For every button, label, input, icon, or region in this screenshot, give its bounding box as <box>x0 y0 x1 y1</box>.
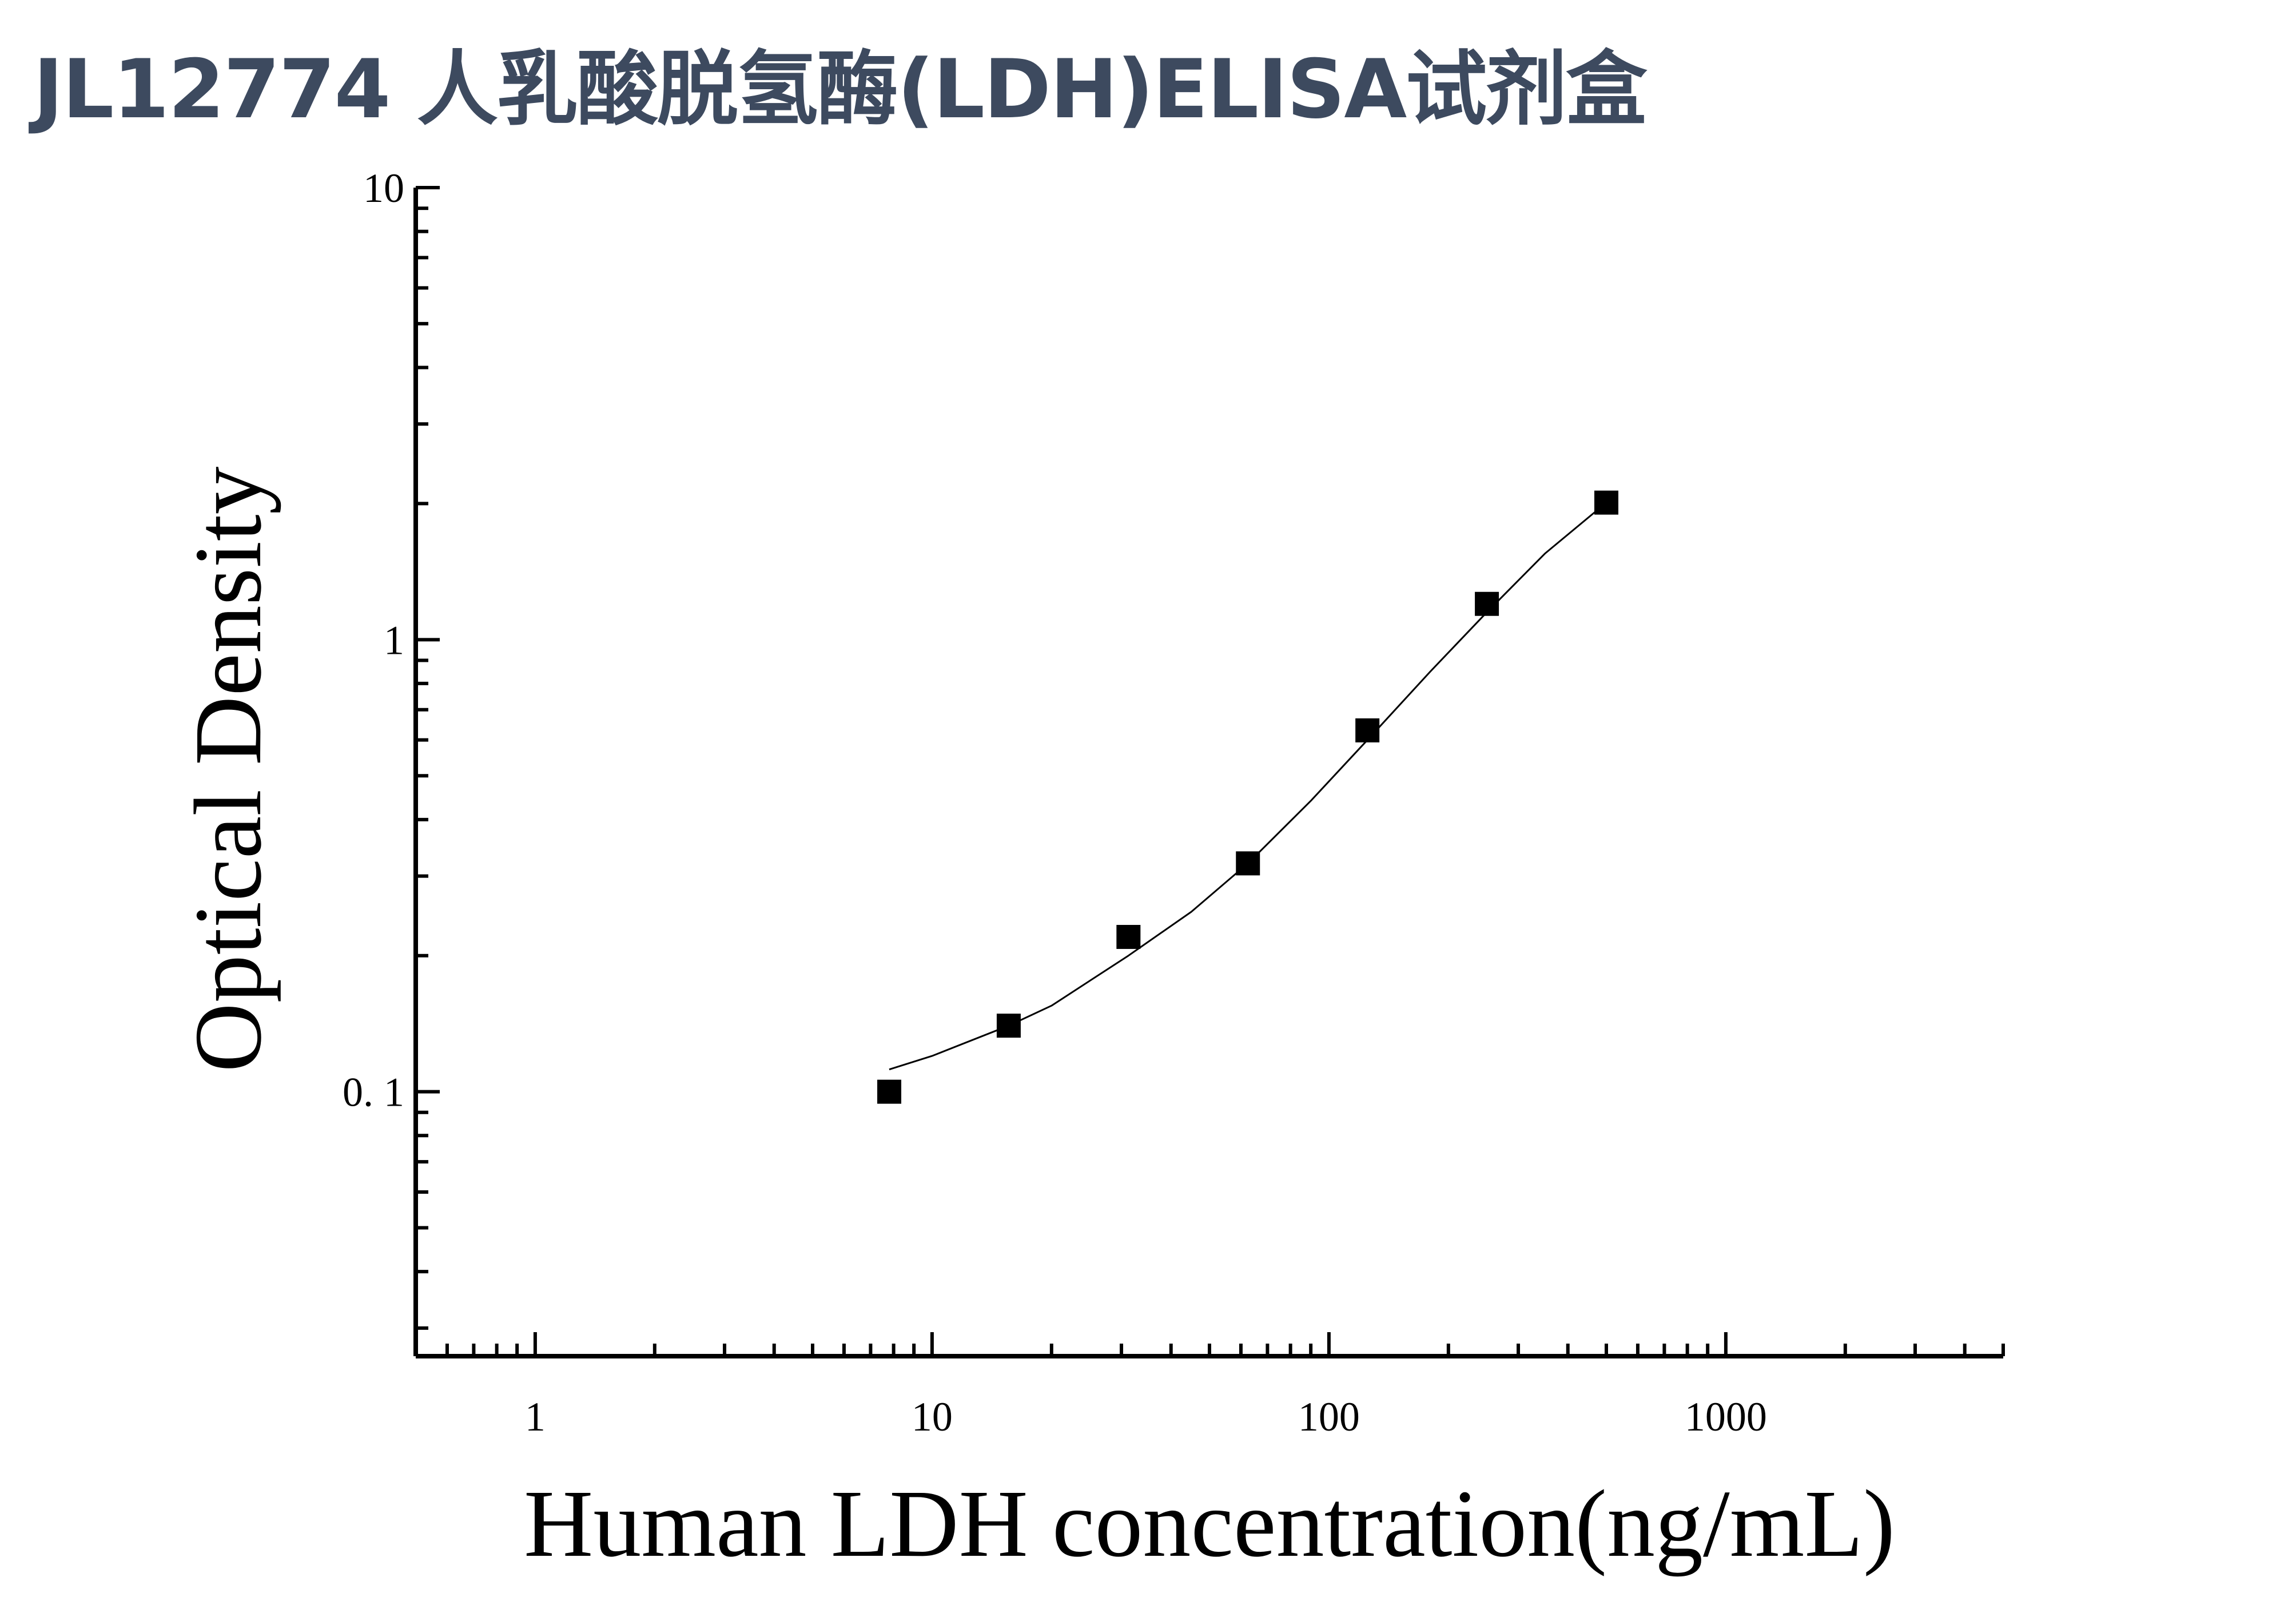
chart-title: JL12774 人乳酸脱氢酶(LDH)ELISA试剂盒 <box>33 42 1647 137</box>
fit-curve <box>889 502 1607 1071</box>
x-tick-label: 10 <box>912 1394 953 1440</box>
y-axis-label: Optical Density <box>175 466 281 1072</box>
ticks: 1 10 100 1000 0. 1 1 10 <box>343 165 2005 1440</box>
x-tick-label: 1 <box>525 1394 546 1440</box>
y-tick-label: 10 <box>363 165 404 211</box>
x-tick-label: 1000 <box>1685 1394 1767 1440</box>
data-point <box>1355 718 1380 742</box>
y-tick-label: 1 <box>384 617 404 663</box>
data-points <box>877 490 1618 1104</box>
fit-curve-layer <box>889 502 1607 1071</box>
data-point <box>877 1079 902 1104</box>
data-point <box>1116 925 1141 950</box>
x-axis-label: Human LDH concentration(ng/mL) <box>524 1471 1895 1577</box>
axes <box>413 188 2003 1358</box>
data-point <box>1236 851 1260 876</box>
data-point <box>996 1014 1021 1038</box>
axis-labels: Human LDH concentration(ng/mL) Optical D… <box>175 466 1895 1577</box>
x-tick-label: 100 <box>1298 1394 1360 1440</box>
y-tick-label: 0. 1 <box>343 1070 404 1115</box>
data-point <box>1475 591 1499 616</box>
data-point <box>1594 490 1618 515</box>
